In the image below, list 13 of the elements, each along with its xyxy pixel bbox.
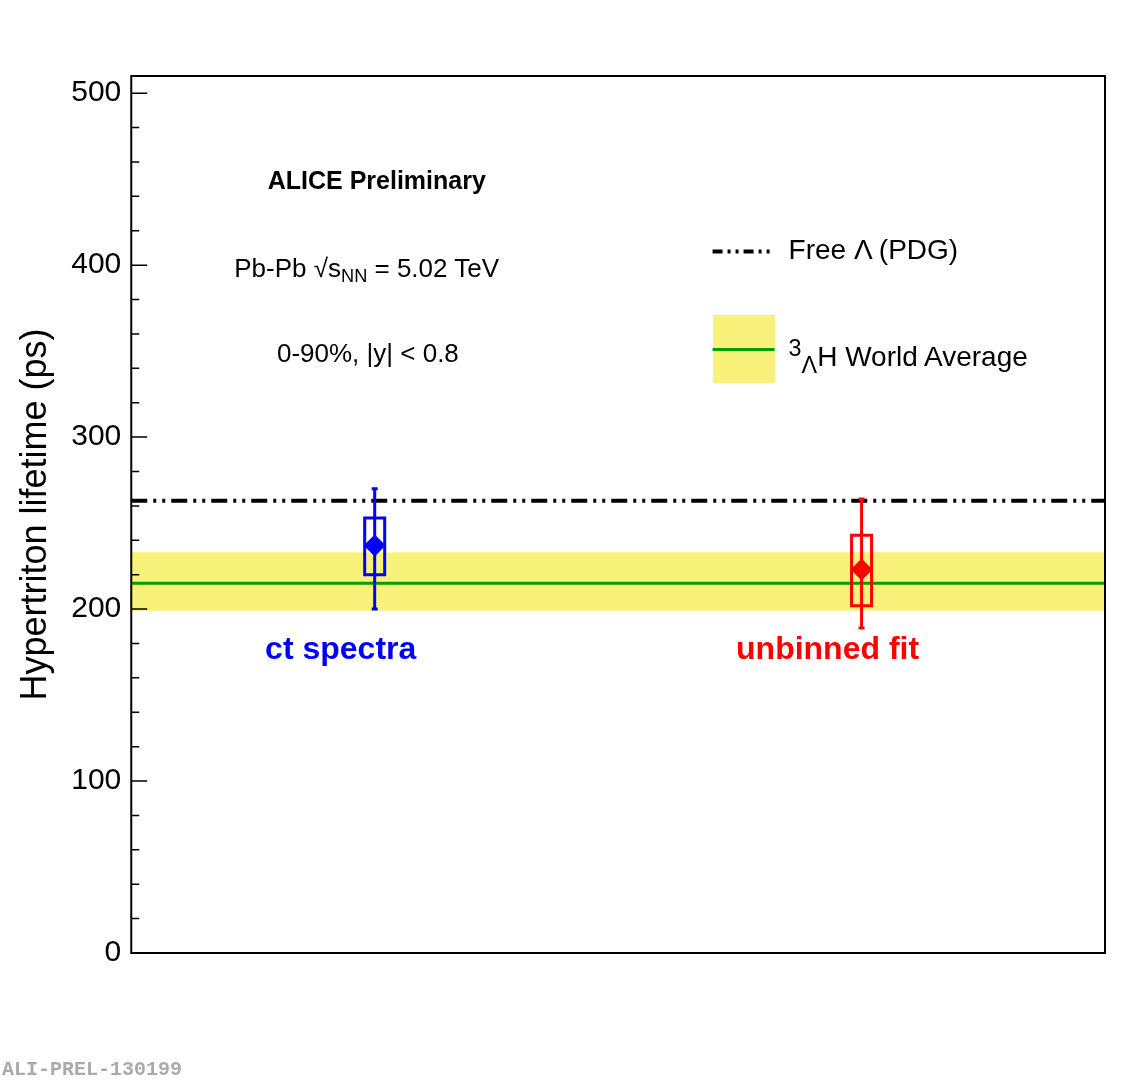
annotation: ALICE Preliminary <box>267 166 486 195</box>
y-axis-title: Hypertriton lifetime (ps) <box>12 328 54 701</box>
annotation: 0-90%, |y| < 0.8 <box>276 338 459 369</box>
y-tick-label: 0 <box>104 934 122 968</box>
y-tick-label: 400 <box>71 246 122 280</box>
text: ALI-PREL-130199 <box>2 1058 183 1081</box>
y-tick-label: 100 <box>71 762 122 796</box>
y-tick-label: 200 <box>71 590 122 624</box>
legend-label: Free Λ (PDG) <box>788 233 959 268</box>
y-tick-label: 300 <box>71 418 122 452</box>
series-label: unbinned fit <box>736 630 920 667</box>
y-tick-label: 500 <box>71 74 122 108</box>
series-label: ct spectra <box>265 630 417 667</box>
